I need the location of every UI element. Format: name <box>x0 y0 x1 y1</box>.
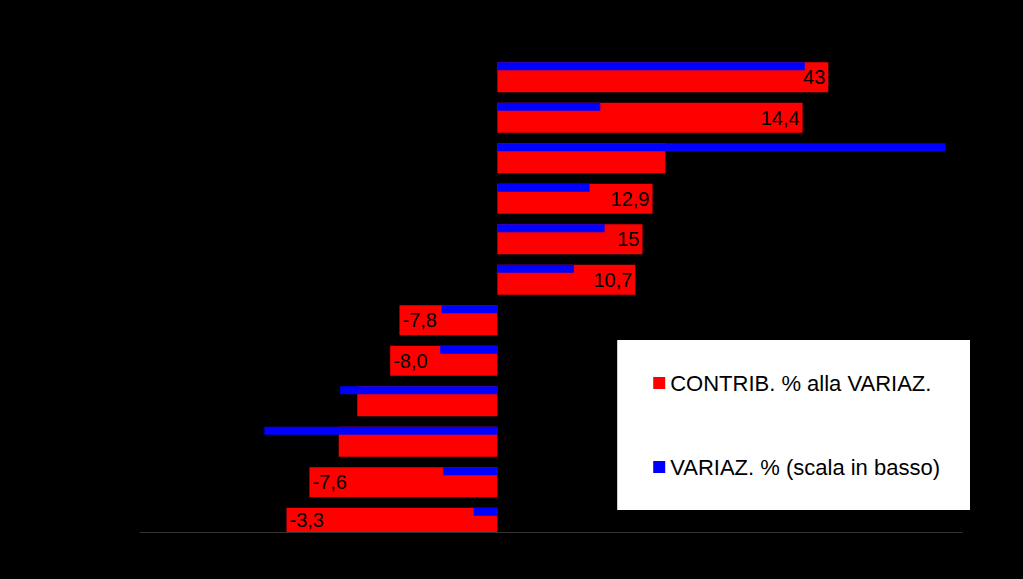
svg-text:-3,3: -3,3 <box>290 509 324 531</box>
svg-text:CONTRIB. % alla VARIAZ.: CONTRIB. % alla VARIAZ. <box>670 371 931 396</box>
svg-text:43: 43 <box>803 66 825 88</box>
svg-text:-7,6: -7,6 <box>312 471 346 493</box>
svg-text:-8,0: -8,0 <box>393 350 427 372</box>
svg-text:14,4: 14,4 <box>761 107 800 129</box>
svg-text:10,7: 10,7 <box>593 269 632 291</box>
svg-text:-7,8: -7,8 <box>402 309 436 331</box>
svg-text:12,9: 12,9 <box>611 188 650 210</box>
svg-text:VARIAZ. % (scala in basso): VARIAZ. % (scala in basso) <box>670 455 940 480</box>
svg-text:15: 15 <box>617 228 639 250</box>
